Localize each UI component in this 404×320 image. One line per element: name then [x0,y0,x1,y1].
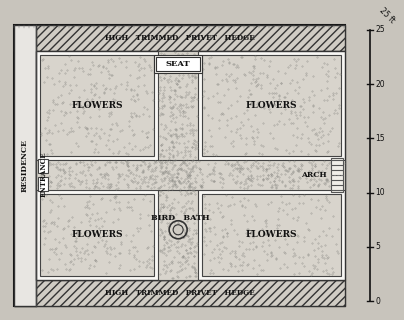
Text: HIGH   TRIMMED   PRIVET   HEDGE: HIGH TRIMMED PRIVET HEDGE [105,34,255,42]
Bar [202,55,341,156]
Text: FLOWERS: FLOWERS [246,101,297,110]
Bar [38,177,48,191]
Bar [38,159,48,173]
Text: FLOWERS: FLOWERS [71,101,123,110]
Text: FLOWERS: FLOWERS [71,230,123,239]
Text: 25 ft: 25 ft [378,6,397,25]
Bar [154,55,202,73]
Text: 20: 20 [375,80,385,89]
Text: RESIDENCE: RESIDENCE [21,139,29,192]
Bar [40,55,154,156]
Bar [14,25,36,306]
Text: 5: 5 [375,242,380,251]
Text: BIRD   BATH: BIRD BATH [151,214,209,222]
Bar [36,51,345,280]
Bar [331,158,343,192]
Text: 15: 15 [375,134,385,143]
Bar [156,57,200,71]
Bar [36,160,345,189]
Text: 25: 25 [375,26,385,35]
Bar [158,51,198,280]
Bar [14,25,345,306]
Circle shape [173,225,183,235]
Bar [14,25,345,51]
Text: FLOWERS: FLOWERS [246,230,297,239]
Bar [202,194,341,276]
Bar [40,194,154,276]
Text: ARCH: ARCH [301,171,327,179]
Text: 0: 0 [375,297,380,306]
Text: ENTRANCE: ENTRANCE [40,152,48,197]
Text: HIGH   TRIMMED   PRIVET   HEDGE: HIGH TRIMMED PRIVET HEDGE [105,289,255,297]
Bar [14,280,345,306]
Text: 10: 10 [375,188,385,197]
Text: SEAT: SEAT [166,60,190,68]
